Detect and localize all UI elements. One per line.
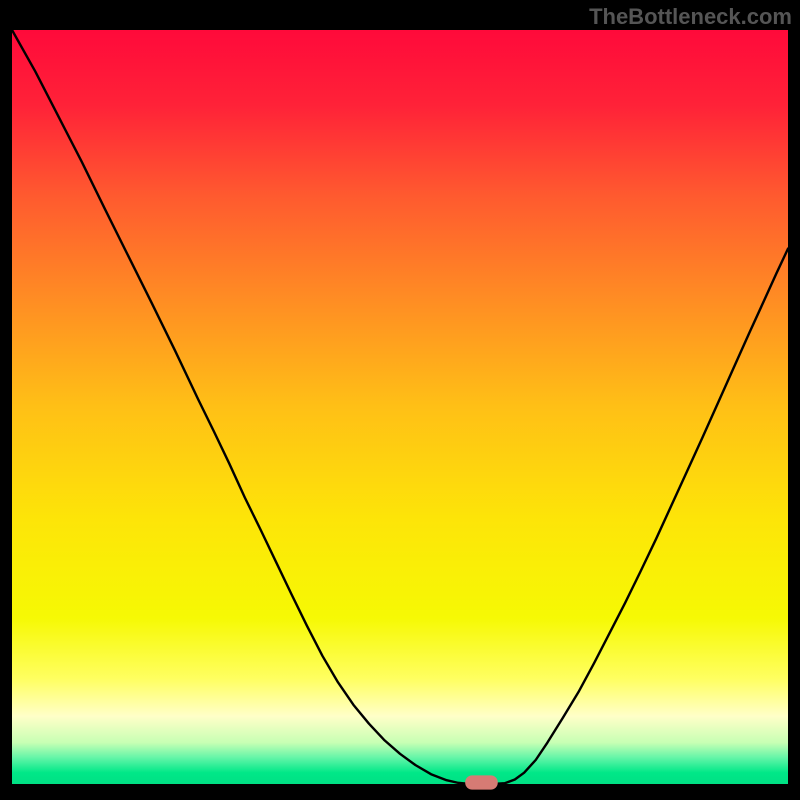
- plot-area: [12, 30, 788, 784]
- chart-container: TheBottleneck.com: [0, 0, 800, 800]
- optimal-marker: [465, 775, 498, 789]
- watermark-text: TheBottleneck.com: [589, 4, 792, 30]
- bottleneck-chart: [0, 0, 800, 800]
